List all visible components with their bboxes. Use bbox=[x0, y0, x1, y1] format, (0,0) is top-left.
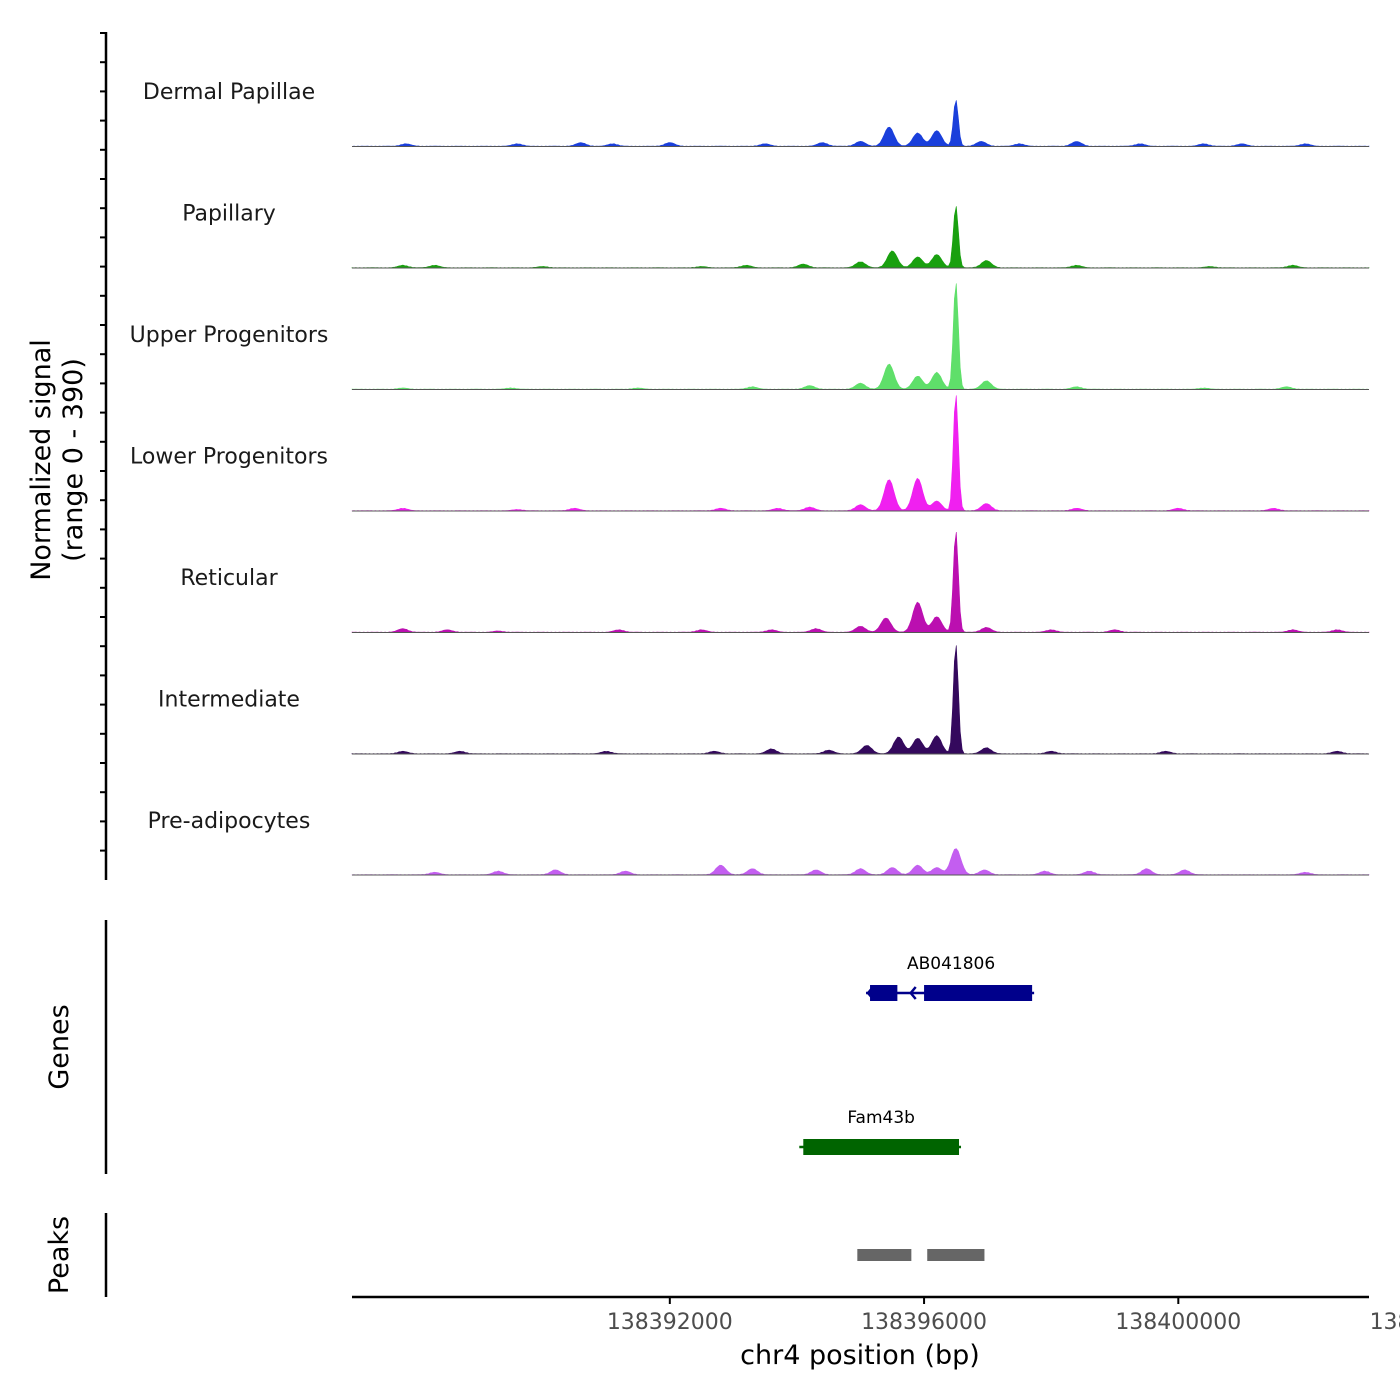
track-label-dermal-papillae: Dermal Papillae bbox=[143, 80, 315, 105]
track-label-reticular: Reticular bbox=[180, 566, 278, 591]
x-axis-title: chr4 position (bp) bbox=[740, 1340, 980, 1371]
strand-arrow-icon bbox=[866, 986, 874, 1000]
signal-area-upper-progenitors bbox=[351, 283, 1370, 390]
gene-fam43b: Fam43b bbox=[799, 1108, 962, 1155]
track-dermal-papillae: Dermal Papillae bbox=[143, 80, 1370, 147]
track-label-papillary: Papillary bbox=[182, 202, 276, 227]
peaks-axis-title: Peaks bbox=[44, 1216, 75, 1294]
peak-track bbox=[857, 1249, 985, 1261]
track-label-pre-adipocytes: Pre-adipocytes bbox=[148, 809, 311, 834]
track-intermediate: Intermediate bbox=[158, 645, 1370, 755]
track-papillary: Papillary bbox=[182, 202, 1370, 269]
y-axis bbox=[100, 32, 108, 1297]
signal-tracks: Dermal Papillae Papillary Upper Progenitor… bbox=[130, 80, 1370, 876]
track-label-upper-progenitors: Upper Progenitors bbox=[130, 323, 329, 348]
track-label-intermediate: Intermediate bbox=[158, 688, 300, 713]
x-tick-label: 138396000 bbox=[861, 1310, 987, 1335]
signal-area-lower-progenitors bbox=[351, 395, 1370, 512]
track-upper-progenitors: Upper Progenitors bbox=[130, 283, 1370, 390]
gene-ab041806: AB041806 bbox=[866, 954, 1035, 1001]
x-axis: 138392000 138396000 138400000 138404000 bbox=[352, 1295, 1400, 1335]
gene-exon-ab041806 bbox=[870, 985, 898, 1001]
signal-area-papillary bbox=[351, 206, 1370, 269]
gene-exon-ab041806 bbox=[924, 985, 1033, 1001]
track-reticular: Reticular bbox=[180, 531, 1370, 633]
y-axis-title-line2: (range 0 - 390) bbox=[58, 358, 89, 562]
signal-area-dermal-papillae bbox=[351, 100, 1370, 147]
gene-track: AB041806 Fam43b bbox=[799, 954, 1035, 1155]
gene-label-ab041806: AB041806 bbox=[907, 954, 995, 974]
gene-label-fam43b: Fam43b bbox=[847, 1108, 915, 1128]
genes-axis-title: Genes bbox=[44, 1004, 75, 1089]
peak-region bbox=[857, 1249, 912, 1261]
peak-region bbox=[927, 1249, 985, 1261]
strand-arrow-icon bbox=[909, 986, 917, 1000]
track-pre-adipocytes: Pre-adipocytes bbox=[148, 809, 1370, 876]
gene-exon-fam43b bbox=[803, 1139, 960, 1155]
track-label-lower-progenitors: Lower Progenitors bbox=[130, 445, 328, 470]
track-lower-progenitors: Lower Progenitors bbox=[130, 395, 1370, 512]
x-tick-label: 138404000 bbox=[1370, 1310, 1400, 1335]
x-tick-label: 138400000 bbox=[1115, 1310, 1241, 1335]
y-axis-title-line1: Normalized signal bbox=[26, 339, 57, 581]
signal-area-reticular bbox=[351, 531, 1370, 633]
x-tick-label: 138392000 bbox=[607, 1310, 733, 1335]
signal-area-pre-adipocytes bbox=[351, 848, 1370, 876]
signal-area-intermediate bbox=[351, 645, 1370, 755]
